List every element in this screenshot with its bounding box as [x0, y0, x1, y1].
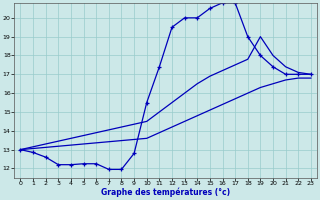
X-axis label: Graphe des températures (°c): Graphe des températures (°c) — [101, 188, 230, 197]
